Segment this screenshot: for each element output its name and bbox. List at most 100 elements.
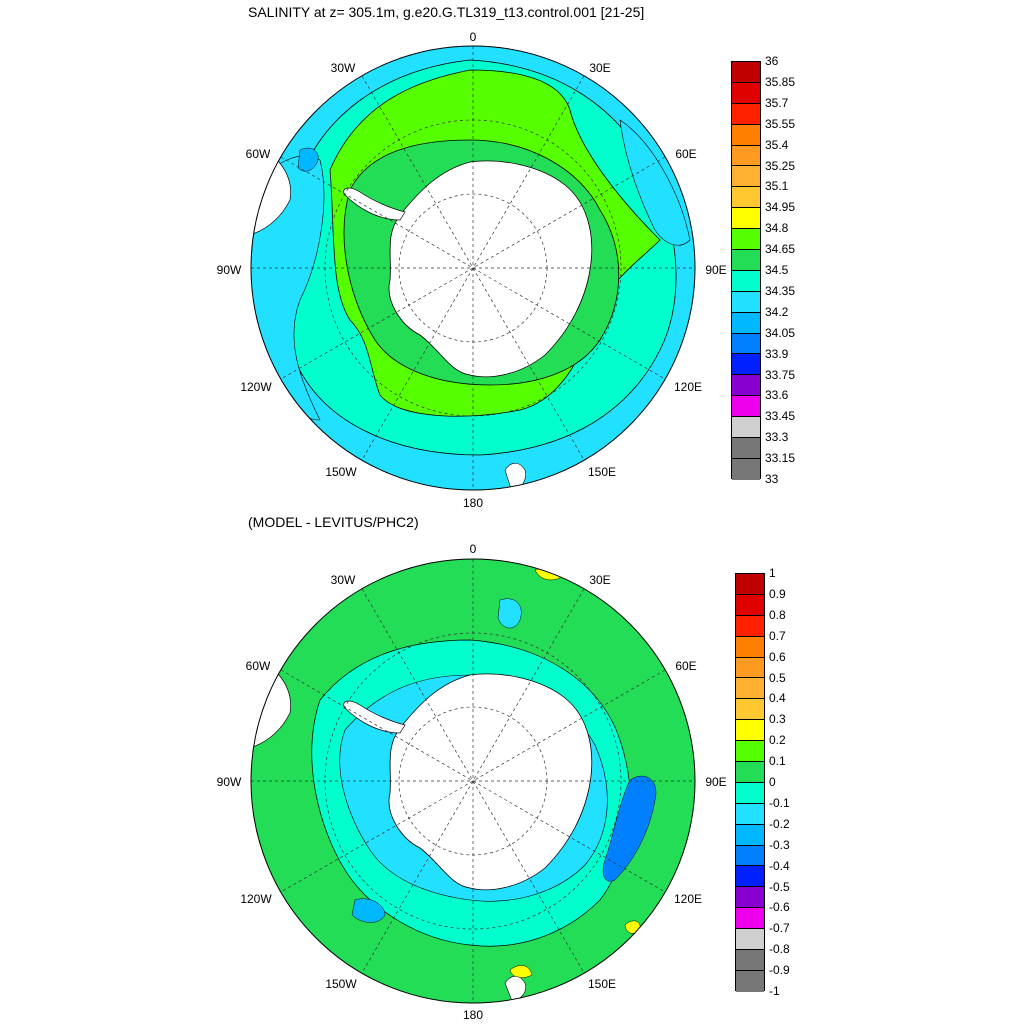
colorbar-tick-label: 0 (769, 775, 776, 789)
colorbar-tick-label: 35.55 (765, 116, 796, 131)
colorbar-tick-label: 33.9 (765, 346, 789, 361)
colorbar-cell (736, 762, 764, 783)
map-border-top (250, 45, 696, 491)
colorbar-cell (732, 62, 760, 83)
colorbar-cell (736, 615, 764, 637)
map-top (250, 45, 696, 491)
colorbar-cell (736, 699, 764, 721)
colorbar-tick-label: 0.5 (769, 670, 786, 685)
colorbar-tick-label: -1 (769, 984, 780, 998)
colorbar-cell (732, 354, 760, 376)
colorbar-cell (732, 375, 760, 397)
panel-title-bottom: (MODEL - LEVITUS/PHC2) (248, 514, 419, 530)
colorbar-cell (732, 438, 760, 459)
lon-label-bottom-60e: 60E (675, 659, 697, 673)
lon-label-top-30e: 30E (589, 61, 611, 75)
lon-label-bottom-90w: 90W (216, 775, 242, 789)
lon-label-bottom-60w: 60W (245, 659, 271, 673)
colorbar-tick-label: 33.45 (765, 409, 796, 424)
colorbar-cell (732, 208, 760, 230)
lon-label-top-60e: 60E (675, 147, 697, 161)
colorbar-cell (732, 458, 760, 480)
colorbar-tick-label: 0.1 (769, 754, 786, 769)
lon-label-top-60w: 60W (245, 147, 271, 161)
colorbar-top (731, 61, 761, 480)
colorbar-tick-label: 1 (769, 566, 776, 580)
colorbar-tick-label: -0.8 (769, 942, 790, 957)
colorbar-cell (736, 866, 764, 888)
yellow-patch-bottom (509, 965, 533, 978)
colorbar-tick-label: 0.4 (769, 691, 786, 706)
colorbar-cell (736, 824, 764, 846)
colorbar-cell (732, 103, 760, 125)
colorbar-tick-label: -0.9 (769, 963, 790, 978)
colorbar-tick-label: 0.8 (769, 607, 786, 622)
panel-title-top: SALINITY at z= 305.1m, g.e20.G.TL319_t13… (248, 4, 645, 20)
colorbar-tick-label: -0.7 (769, 921, 790, 936)
colorbar-cell (732, 229, 760, 251)
colorbar-cell (736, 594, 764, 616)
lon-label-top-30w: 30W (330, 61, 356, 75)
map-bottom (250, 558, 696, 1004)
colorbar-cell (736, 720, 764, 742)
colorbar-cell (732, 291, 760, 313)
colorbar-cell (732, 270, 760, 292)
colorbar-tick-label: 35.25 (765, 158, 796, 173)
lon-label-bottom-30e: 30E (589, 573, 611, 587)
colorbar-tick-label: 35.1 (765, 179, 789, 194)
colorbar-tick-label: 34.35 (765, 283, 796, 298)
colorbar-cell (732, 417, 760, 439)
colorbar-tick-label: 34.95 (765, 200, 796, 215)
colorbar-cell (732, 312, 760, 334)
map-border-bottom (250, 558, 696, 1004)
colorbar-cell (736, 782, 764, 804)
colorbar-tick-label: 35.7 (765, 95, 789, 110)
colorbar-tick-label: 34.5 (765, 263, 789, 277)
colorbar-cell (736, 887, 764, 909)
cyan-patch-top-right (619, 119, 691, 246)
colorbar-cell (736, 950, 764, 971)
colorbar-tick-label: 35.4 (765, 137, 789, 152)
colorbar-tick-label: 36 (765, 54, 779, 68)
graticule-bottom (251, 559, 695, 1003)
lon-label-bottom-180: 180 (462, 1008, 484, 1022)
lon-label-bottom-90e: 90E (705, 775, 727, 789)
lon-label-top-90e: 90E (705, 263, 727, 277)
colorbar-tick-label: -0.1 (769, 795, 790, 810)
colorbar-tick-label: 34.05 (765, 325, 796, 340)
colorbar-cell (732, 396, 760, 418)
lon-label-top-90w: 90W (216, 263, 242, 277)
colorbar-tick-label: 33.3 (765, 430, 789, 445)
colorbar-tick-label: -0.3 (769, 837, 790, 852)
colorbar-cell (732, 250, 760, 271)
graticule-top (251, 46, 695, 490)
colorbar-tick-label: 0.2 (769, 733, 786, 748)
lon-label-top-120w: 120W (240, 380, 272, 394)
colorbar-tick-label: 33.6 (765, 388, 789, 403)
colorbar-cell (732, 166, 760, 188)
colorbar-tick-label: 33.15 (765, 451, 796, 466)
lon-label-top-120e: 120E (673, 380, 703, 394)
lon-label-top-0: 0 (469, 30, 477, 44)
colorbar-tick-label: 0.9 (769, 586, 786, 601)
colorbar-bottom (735, 573, 765, 992)
colorbar-cell (736, 908, 764, 930)
colorbar-tick-label: 0.3 (769, 712, 786, 727)
antarctica-bottom (388, 673, 593, 891)
lon-label-top-150w: 150W (325, 465, 357, 479)
cyan-patch-bottom-top (497, 598, 522, 629)
lon-label-top-180: 180 (462, 496, 484, 510)
colorbar-cell (736, 803, 764, 825)
colorbar-cell (736, 657, 764, 679)
colorbar-cell (732, 82, 760, 104)
lon-label-top-150e: 150E (587, 465, 617, 479)
lon-label-bottom-120e: 120E (673, 892, 703, 906)
lon-label-bottom-120w: 120W (240, 892, 272, 906)
colorbar-cell (732, 145, 760, 167)
colorbar-tick-label: 0.7 (769, 628, 786, 643)
colorbar-cell (736, 929, 764, 951)
colorbar-tick-label: -0.5 (769, 879, 790, 894)
lon-label-bottom-30w: 30W (330, 573, 356, 587)
blue-patch-bottom-right (602, 775, 657, 882)
